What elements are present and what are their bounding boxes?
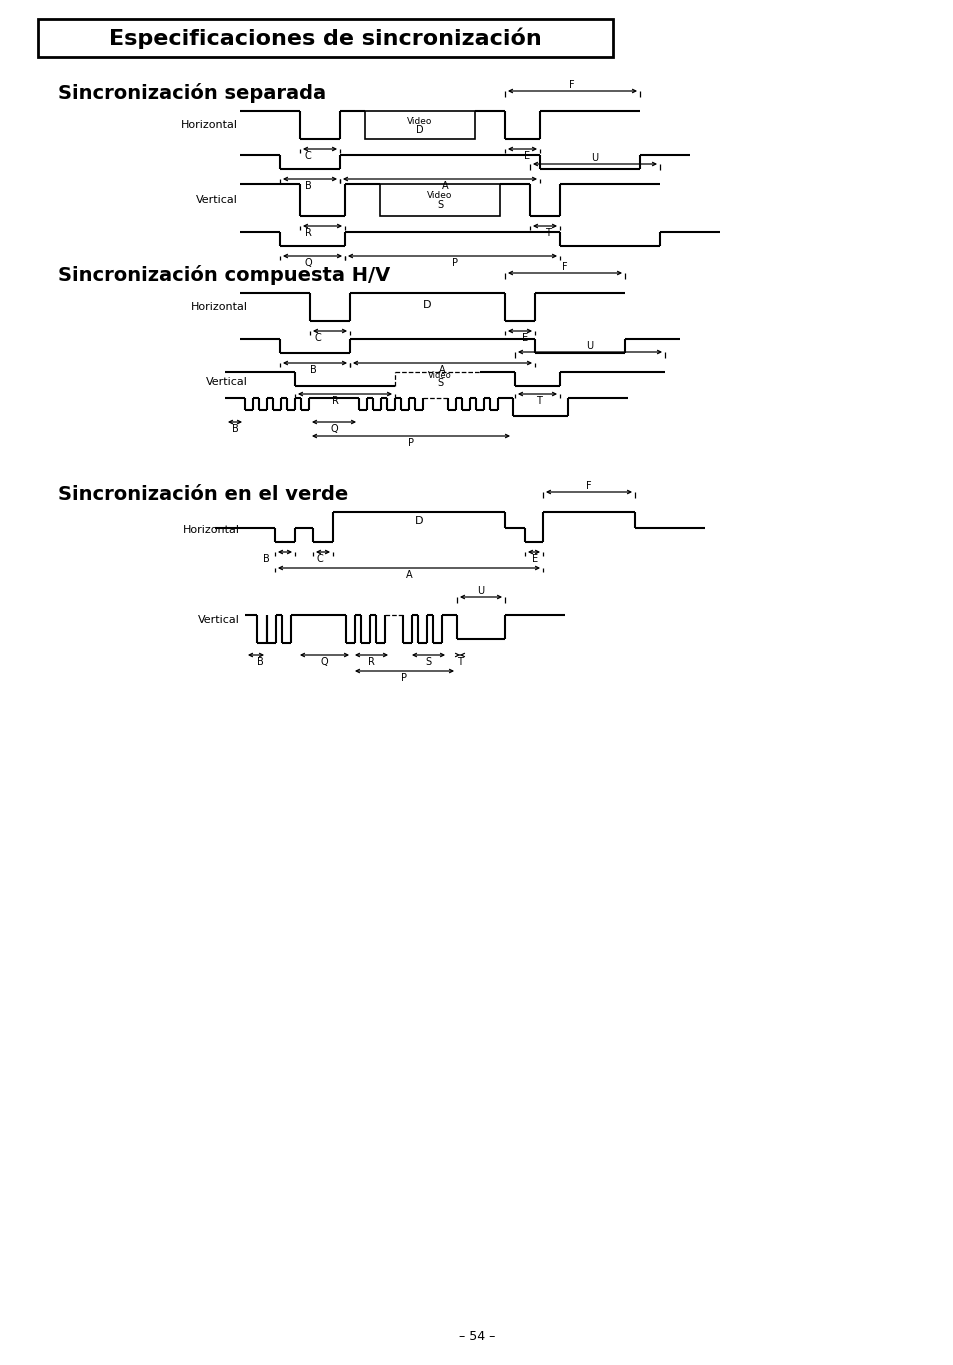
Text: Q: Q <box>320 657 328 667</box>
Text: D: D <box>422 300 431 310</box>
Text: Video: Video <box>428 371 452 381</box>
Text: Sincronización compuesta H/V: Sincronización compuesta H/V <box>58 265 390 285</box>
Text: C: C <box>316 554 323 564</box>
Text: Sincronización en el verde: Sincronización en el verde <box>58 485 348 504</box>
Text: T: T <box>456 657 462 667</box>
Bar <box>365 111 475 139</box>
Text: C: C <box>305 152 312 161</box>
Text: C: C <box>314 333 321 343</box>
Text: Q: Q <box>305 258 313 268</box>
Text: Horizontal: Horizontal <box>191 302 248 313</box>
Text: A: A <box>441 182 448 191</box>
Text: S: S <box>436 378 442 388</box>
Text: B: B <box>256 657 263 667</box>
Text: R: R <box>368 657 375 667</box>
Text: A: A <box>405 571 412 580</box>
Text: B: B <box>305 182 312 191</box>
Text: Q: Q <box>330 425 337 434</box>
Text: P: P <box>452 258 457 268</box>
Text: U: U <box>476 586 484 597</box>
Bar <box>379 184 499 216</box>
Text: D: D <box>415 516 423 526</box>
Text: S: S <box>436 201 442 210</box>
Bar <box>38 19 613 57</box>
Text: Vertical: Vertical <box>206 377 248 388</box>
Text: E: E <box>523 152 530 161</box>
Text: T: T <box>536 396 541 405</box>
Text: Video: Video <box>407 116 433 126</box>
Text: B: B <box>310 364 316 375</box>
Text: E: E <box>521 333 528 343</box>
Text: S: S <box>425 657 431 667</box>
Text: – 54 –: – 54 – <box>458 1331 495 1343</box>
Text: E: E <box>532 554 537 564</box>
Text: Vertical: Vertical <box>196 195 237 205</box>
Text: A: A <box>438 364 445 375</box>
Text: D: D <box>416 126 423 135</box>
Text: Horizontal: Horizontal <box>181 120 237 130</box>
Text: Vertical: Vertical <box>198 616 240 625</box>
Text: Video: Video <box>427 191 453 201</box>
Text: U: U <box>586 341 593 351</box>
Text: F: F <box>585 480 591 491</box>
Text: P: P <box>401 673 407 682</box>
Text: B: B <box>232 425 238 434</box>
Text: F: F <box>569 81 575 90</box>
Text: R: R <box>332 396 338 405</box>
Text: T: T <box>544 228 551 238</box>
Text: Horizontal: Horizontal <box>183 526 240 535</box>
Text: F: F <box>561 262 567 272</box>
Text: Especificaciones de sincronización: Especificaciones de sincronización <box>109 27 541 49</box>
Text: Sincronización separada: Sincronización separada <box>58 83 326 102</box>
Text: U: U <box>591 153 598 162</box>
Text: P: P <box>408 438 414 448</box>
Text: R: R <box>305 228 312 238</box>
Text: B: B <box>263 554 270 564</box>
